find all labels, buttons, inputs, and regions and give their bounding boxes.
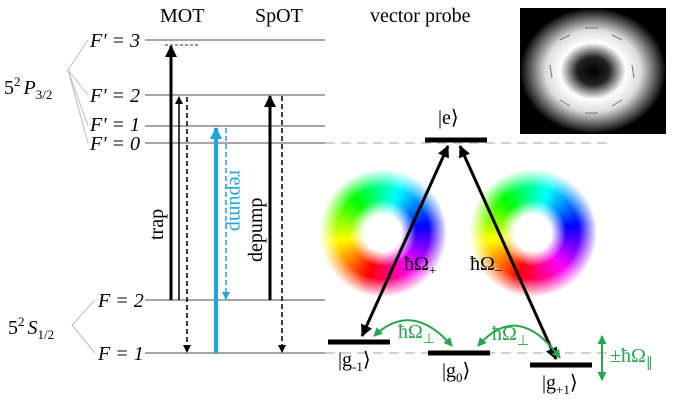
level-label: F' = 3 xyxy=(89,30,140,52)
state-label: |g+1⟩ xyxy=(542,372,578,397)
shift-label: ±ħΩ∥ xyxy=(610,345,653,371)
coupling-label: ħΩ− xyxy=(470,253,503,279)
coupling-arrow xyxy=(458,145,558,360)
perp-coupling xyxy=(373,319,453,347)
term-label: 52 S1/2 xyxy=(8,314,54,342)
term-label: 52 P3/2 xyxy=(4,74,52,102)
level-label: F = 2 xyxy=(97,290,144,312)
mot-label: MOT xyxy=(160,5,204,27)
perp-coupling xyxy=(477,324,561,359)
probe-vectors xyxy=(549,27,635,114)
repump-label: repump xyxy=(225,170,247,231)
coupling-arrow xyxy=(360,145,450,337)
state-label: |g0⟩ xyxy=(442,360,470,385)
level-label: F' = 1 xyxy=(89,114,140,136)
trap-label: trap xyxy=(146,209,168,240)
bracket xyxy=(71,299,96,354)
spot-label: SpOT xyxy=(255,5,303,27)
state-label: |e⟩ xyxy=(438,107,459,129)
level-label: F' = 2 xyxy=(89,85,140,107)
depump-label: depump xyxy=(245,198,267,262)
coupling-label: ħΩ+ xyxy=(404,253,437,279)
level-label: F' = 0 xyxy=(89,133,140,155)
level-label: F = 1 xyxy=(97,343,144,365)
coupling-label: ħΩ⊥ xyxy=(492,323,529,349)
bracket xyxy=(67,69,89,127)
state-label: |g-1⟩ xyxy=(338,349,371,374)
probe-label: vector probe xyxy=(370,5,471,27)
coupling-label: ħΩ⊥ xyxy=(398,321,435,347)
probe-image xyxy=(520,8,666,134)
